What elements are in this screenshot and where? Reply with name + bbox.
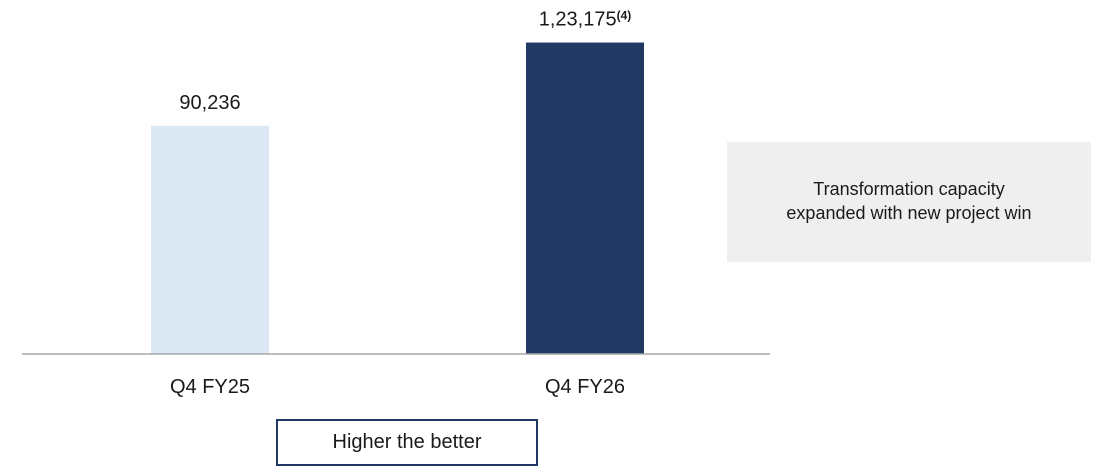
badge-text: Higher the better xyxy=(332,431,482,453)
data-label: 90,236 xyxy=(179,92,240,114)
bar-chart: 90,236 Q4 FY25 1,23,175(4) Q4 FY26 xyxy=(22,9,770,398)
annotation-text: Transformation capacity expanded with ne… xyxy=(786,179,1032,223)
data-label: 1,23,175(4) xyxy=(539,9,632,31)
annotation-box: Transformation capacity expanded with ne… xyxy=(727,142,1091,262)
x-tick-label: Q4 FY25 xyxy=(170,376,250,398)
higher-the-better-badge: Higher the better xyxy=(276,419,538,466)
bar-q4-fy25 xyxy=(151,125,269,355)
footnote-marker: (4) xyxy=(617,9,632,23)
x-tick-label: Q4 FY26 xyxy=(545,376,625,398)
bar-q4-fy26 xyxy=(526,42,644,354)
